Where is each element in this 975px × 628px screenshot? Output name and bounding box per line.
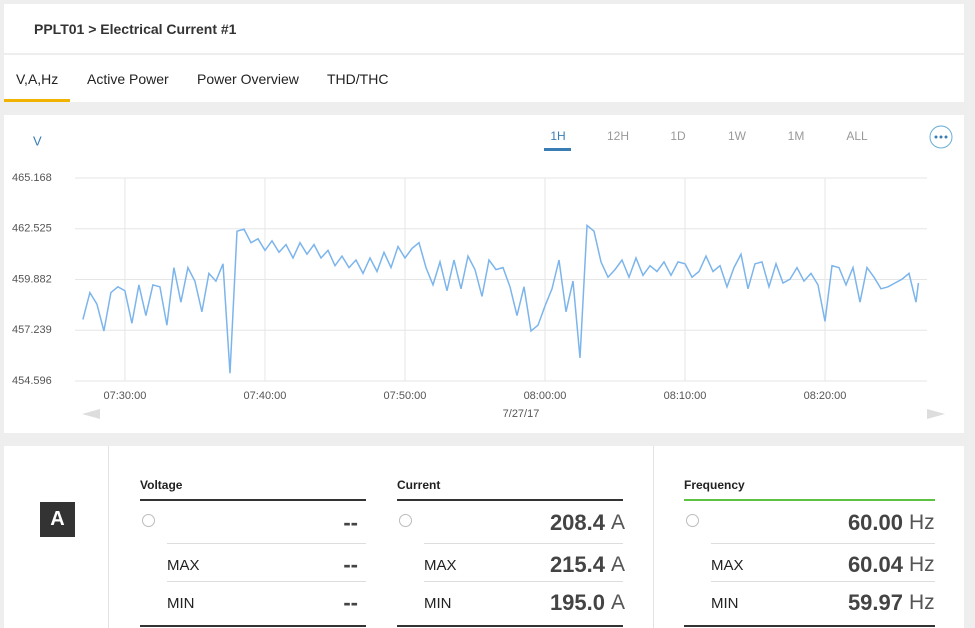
column-rule — [397, 625, 623, 627]
tab[interactable]: THD/THC — [327, 71, 389, 87]
row-value: -- — [343, 510, 358, 535]
range-button[interactable]: 1D — [670, 129, 686, 143]
range-button[interactable]: ALL — [846, 129, 868, 143]
scroll-left[interactable] — [82, 409, 100, 419]
column-rule — [140, 625, 366, 627]
row-value: 208.4 — [549, 510, 605, 535]
row-value: 215.4 — [549, 552, 605, 577]
scroll-right[interactable] — [927, 409, 945, 419]
x-tick-label: 08:10:00 — [664, 390, 707, 402]
radio[interactable] — [686, 514, 699, 527]
row-unit: A — [611, 591, 626, 614]
chart-panel — [4, 115, 964, 433]
range-underline — [544, 148, 571, 151]
row-unit: Hz — [909, 591, 935, 614]
y-tick-label: 462.525 — [12, 223, 52, 235]
row-label: MIN — [424, 595, 452, 612]
column-rule — [684, 625, 935, 627]
range-button[interactable]: 1M — [787, 129, 805, 143]
breadcrumb: PPLT01 > Electrical Current #1 — [34, 21, 237, 37]
row-unit: A — [611, 553, 626, 576]
column-title: Voltage — [140, 478, 183, 492]
row-unit: Hz — [909, 511, 935, 534]
row-unit: Hz — [909, 553, 935, 576]
row-value: -- — [343, 552, 358, 577]
row-separator — [424, 581, 623, 582]
column-title: Current — [397, 478, 441, 492]
row-value: 195.0 — [549, 590, 605, 615]
x-tick-label: 07:40:00 — [244, 390, 287, 402]
row-value: -- — [343, 590, 358, 615]
x-tick-label: 07:50:00 — [384, 390, 427, 402]
row-separator — [711, 581, 935, 582]
column-rule — [397, 499, 623, 501]
row-separator — [424, 543, 623, 544]
row-separator — [167, 543, 366, 544]
row-label: MAX — [424, 557, 457, 574]
row-label: MIN — [711, 595, 739, 612]
row-value: 60.00 — [847, 510, 903, 535]
row-label: MAX — [711, 557, 744, 574]
badge: A — [40, 502, 75, 537]
radio[interactable] — [142, 514, 155, 527]
y-tick-label: 454.596 — [12, 375, 52, 387]
header-bar — [4, 4, 964, 53]
radio[interactable] — [399, 514, 412, 527]
y-axis-label: V — [33, 133, 42, 148]
column-rule — [684, 499, 935, 501]
divider — [653, 446, 654, 628]
menu-dot — [939, 135, 943, 139]
row-separator — [711, 543, 935, 544]
meter-panel — [4, 446, 964, 628]
menu-dot — [934, 135, 938, 139]
tab[interactable]: Power Overview — [197, 71, 299, 87]
x-axis-label: 7/27/17 — [503, 408, 540, 420]
tab[interactable]: Active Power — [87, 71, 169, 87]
chart: V 454.596 457.239 459.882 462.525 465.168 07:3… — [12, 125, 953, 420]
range-button[interactable]: 1H — [550, 129, 566, 143]
x-tick-label: 07:30:00 — [104, 390, 147, 402]
menu-dot — [944, 135, 948, 139]
x-tick-label: 08:00:00 — [524, 390, 567, 402]
row-label: MIN — [167, 595, 195, 612]
row-value: 60.04 — [847, 552, 903, 577]
range-button[interactable]: 1W — [728, 129, 746, 143]
data-line — [82, 223, 920, 374]
column-rule — [140, 499, 366, 501]
tab-bar — [4, 55, 964, 102]
column-title: Frequency — [684, 478, 745, 492]
y-tick-label: 457.239 — [12, 324, 52, 336]
tab-underline — [4, 99, 70, 102]
row-unit: A — [611, 511, 626, 534]
tab[interactable]: V,A,Hz — [16, 71, 59, 87]
row-label: MAX — [167, 557, 200, 574]
y-tick-label: 459.882 — [12, 273, 52, 285]
row-separator — [167, 581, 366, 582]
range-button[interactable]: 12H — [606, 129, 630, 143]
row-value: 59.97 — [847, 590, 903, 615]
x-tick-label: 08:20:00 — [804, 390, 847, 402]
divider — [108, 446, 109, 628]
y-tick-label: 465.168 — [12, 172, 52, 184]
